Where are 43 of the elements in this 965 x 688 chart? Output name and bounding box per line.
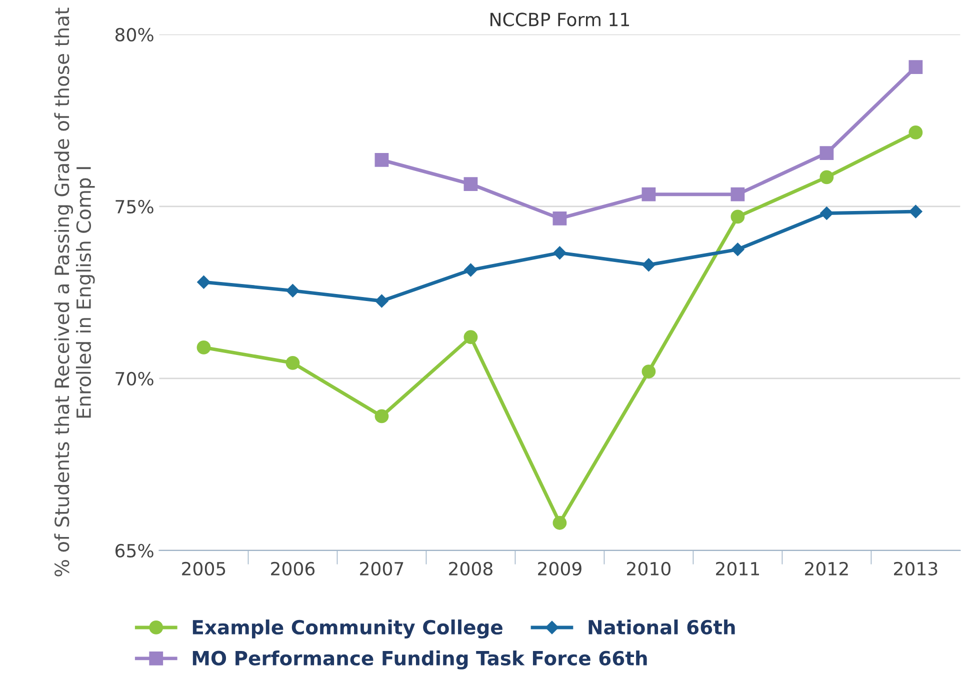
chart-title: NCCBP Form 11: [490, 12, 629, 26]
point: [642, 187, 656, 202]
x-tick-label: 2007: [360, 562, 404, 576]
point: [820, 206, 834, 220]
point: [464, 263, 478, 277]
y-tick-label: 65%: [115, 544, 154, 558]
point: [820, 146, 834, 160]
point: [642, 364, 656, 378]
point: [464, 177, 478, 191]
point: [820, 170, 834, 184]
y-tick-label: 80%: [115, 28, 154, 42]
x-tick-label: 2008: [449, 562, 492, 576]
point: [286, 284, 300, 298]
point: [374, 409, 389, 424]
point: [464, 330, 478, 344]
point: [552, 516, 567, 530]
point: [375, 294, 388, 308]
point: [642, 258, 656, 272]
point: [909, 204, 922, 218]
y-tick-label: 70%: [116, 372, 154, 386]
legend-label: Example Community College: [192, 620, 502, 638]
x-tick-label: 2013: [894, 562, 938, 576]
legend-label: MO Performance Funding Task Force 66th: [192, 650, 647, 670]
y-tick-label: 75%: [116, 200, 154, 214]
legend-label: National 66th: [588, 620, 735, 635]
x-tick-label: 2011: [716, 562, 759, 576]
point: [731, 242, 744, 256]
x-tick-label: 2006: [271, 562, 315, 576]
point: [553, 246, 566, 260]
point: [197, 275, 210, 289]
point: [286, 356, 300, 370]
y-axis-title: % of Students that Received a Passing Grade of those that Enrolled in English Comp I: [54, 8, 95, 576]
x-tick-label: 2009: [538, 562, 582, 576]
x-tick-label: 2005: [182, 562, 226, 576]
point: [730, 187, 745, 202]
point: [908, 60, 923, 74]
point: [374, 153, 389, 167]
point: [196, 340, 211, 354]
x-tick-label: 2010: [627, 562, 670, 576]
point: [908, 125, 923, 140]
x-tick-label: 2012: [805, 562, 848, 576]
point: [730, 210, 745, 224]
point: [552, 211, 567, 226]
